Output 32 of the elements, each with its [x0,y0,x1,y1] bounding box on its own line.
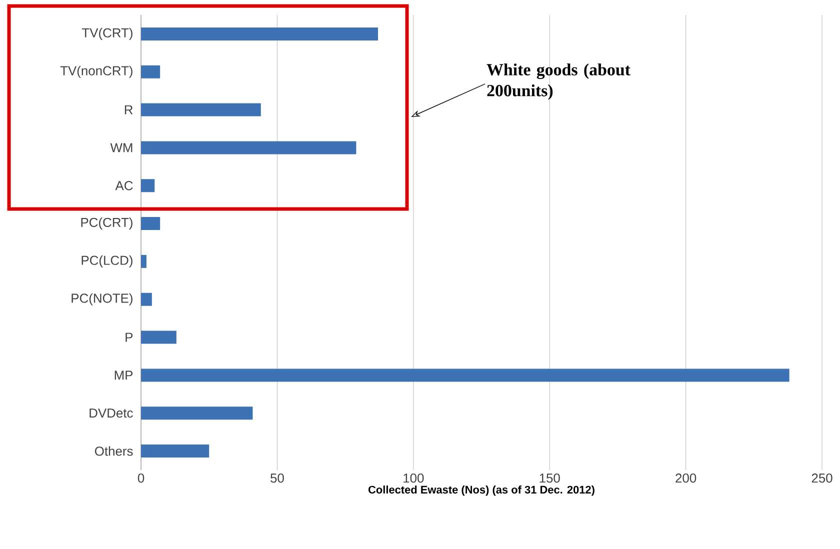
y-tick-label: AC [115,181,133,190]
y-tick-label: WM [110,143,132,152]
x-tick-label: 150 [540,474,560,483]
bar [141,103,261,116]
x-tick-label: 50 [270,474,284,483]
x-tick-label: 0 [138,474,144,483]
y-tick-label: TV(CRT) [82,28,132,40]
bar [141,65,160,78]
y-tick-label: PC(CRT) [81,217,132,230]
bar [141,217,160,230]
y-tick-label: PC(LCD) [82,255,132,268]
x-tick-label: 100 [404,474,424,483]
bar [141,27,378,40]
bar [141,179,155,192]
x-axis-title: Collected Ewaste (Nos) (as of 31 Dec. 2012) [368,486,594,496]
bar [141,254,146,268]
y-tick-label: MP [114,370,133,380]
bar [141,330,176,344]
annotation: White goods (about 200units) [486,64,630,100]
x-tick-label: 200 [676,474,696,483]
bar [141,406,253,420]
bar [141,444,210,458]
y-tick-label: TV(nonCRT) [60,66,132,78]
bar [141,292,152,306]
bar [141,141,356,154]
y-tick-label: P [126,332,133,342]
y-tick-label: R [124,105,133,114]
x-tick-label: 250 [812,474,832,483]
y-tick-label: PC(NOTE) [72,293,132,306]
bar [141,368,790,382]
y-tick-label: DVDetc [90,408,133,418]
y-tick-label: Others [94,446,133,456]
